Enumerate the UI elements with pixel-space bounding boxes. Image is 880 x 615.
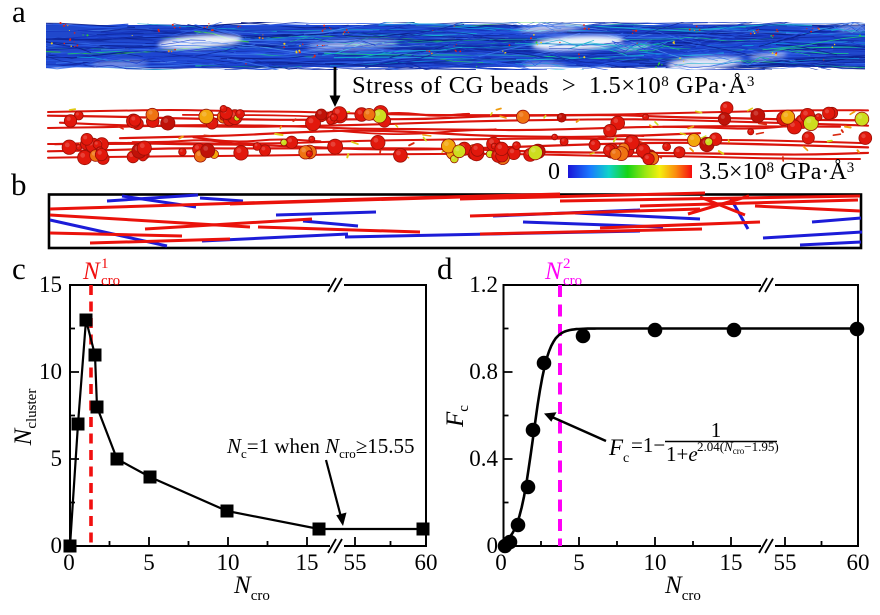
svg-text:a: a	[12, 0, 26, 29]
svg-text:c: c	[623, 451, 629, 466]
svg-text:N: N	[544, 258, 563, 285]
svg-text:d: d	[437, 251, 453, 286]
svg-text:0: 0	[487, 533, 499, 558]
svg-text:c: c	[12, 251, 26, 286]
svg-text:Nc=1 when Ncro≥15.55: Nc=1 when Ncro≥15.55	[226, 434, 415, 461]
svg-text:Ncro: Ncro	[664, 572, 701, 604]
svg-text:cro: cro	[563, 273, 582, 289]
svg-text:Ncluster: Ncluster	[10, 389, 40, 447]
svg-text:Ncro: Ncro	[233, 572, 270, 604]
svg-text:F: F	[608, 435, 624, 460]
svg-text:2.04(Ncro−1.95): 2.04(Ncro−1.95)	[697, 439, 779, 456]
svg-text:b: b	[11, 167, 27, 202]
svg-text:3.5×108 GPa·Å3: 3.5×108 GPa·Å3	[699, 159, 854, 185]
svg-text:15: 15	[720, 550, 743, 575]
svg-text:0.4: 0.4	[469, 446, 498, 471]
svg-text:10: 10	[644, 550, 667, 575]
svg-text:0: 0	[51, 533, 63, 558]
svg-text:55: 55	[344, 550, 367, 575]
svg-text:cro: cro	[101, 273, 120, 289]
svg-text:15: 15	[39, 272, 62, 297]
svg-text:5: 5	[51, 446, 63, 471]
svg-text:5: 5	[143, 550, 155, 575]
svg-text:Stress of CG beads > 1.5×108 G: Stress of CG beads > 1.5×108 GPa·Å3	[352, 72, 755, 99]
svg-text:60: 60	[415, 550, 438, 575]
svg-text:2: 2	[563, 256, 571, 272]
svg-text:1.2: 1.2	[469, 272, 498, 297]
svg-text:0: 0	[548, 159, 560, 185]
svg-text:55: 55	[774, 550, 797, 575]
svg-text:5: 5	[573, 550, 585, 575]
svg-text:0: 0	[495, 550, 507, 575]
svg-text:10: 10	[39, 359, 62, 384]
svg-text:0.8: 0.8	[469, 359, 498, 384]
svg-text:N: N	[82, 258, 101, 285]
svg-text:1+e: 1+e	[666, 442, 698, 466]
svg-text:60: 60	[847, 550, 870, 575]
svg-text:Fc: Fc	[442, 405, 472, 428]
svg-text:=1−: =1−	[631, 433, 665, 457]
svg-text:1: 1	[101, 256, 109, 272]
svg-text:10: 10	[217, 550, 240, 575]
svg-text:15: 15	[296, 550, 319, 575]
svg-text:1: 1	[711, 418, 722, 442]
svg-text:0: 0	[63, 550, 75, 575]
